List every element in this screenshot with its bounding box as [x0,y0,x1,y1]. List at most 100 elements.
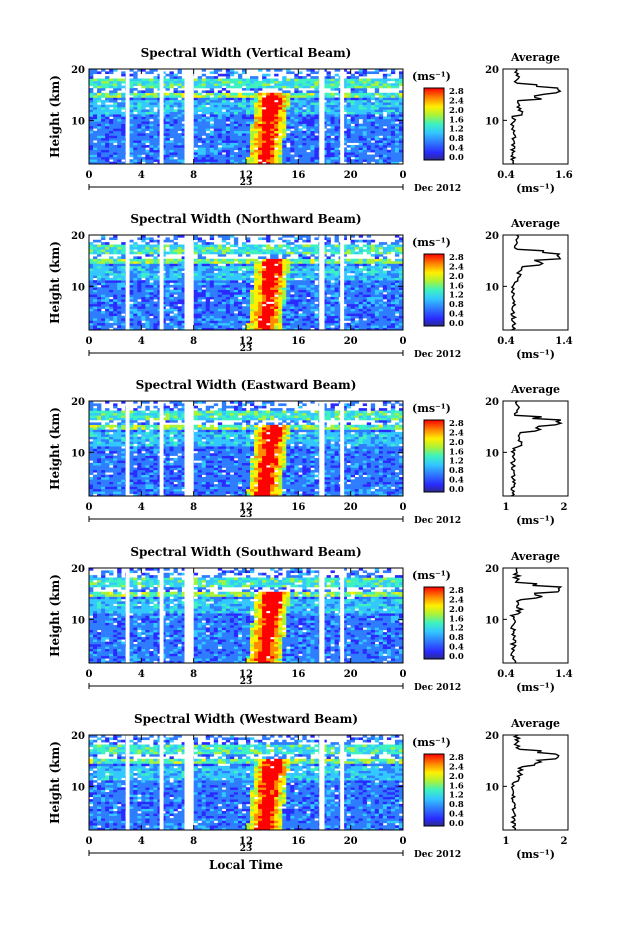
heatmap-cell [105,147,109,150]
heatmap-cell [298,313,302,316]
heatmap-cell [226,74,230,77]
heatmap-cell [153,83,157,86]
heatmap-cell [194,311,198,314]
heatmap-cell [133,143,137,146]
heatmap-cell [226,155,230,158]
heatmap-cell [210,268,214,271]
heatmap-cell [145,128,149,131]
heatmap-cell [141,313,145,316]
heatmap-cell [101,109,105,112]
heatmap-cell [129,280,133,283]
heatmap-cell [206,98,210,101]
heatmap-cell [165,117,169,120]
heatmap-cell [105,159,109,162]
heatmap-cell [145,325,149,328]
heatmap-cell [145,109,149,112]
heatmap-cell [97,245,101,248]
heatmap-cell [335,157,339,160]
heatmap-cell [109,133,113,136]
heatmap-cell [294,152,298,155]
heatmap-cell [117,249,121,252]
heatmap-cell [218,316,222,319]
heatmap-cell [206,245,210,248]
heatmap-cell [121,147,125,150]
heatmap-cell [375,145,379,148]
heatmap-cell [234,299,238,302]
heatmap-cell [93,107,97,110]
heatmap-cell [355,133,359,136]
heatmap-cell [270,112,274,115]
heatmap-cell [89,83,93,86]
heatmap-cell [335,285,339,288]
heatmap-cell [294,266,298,269]
heatmap-cell [359,114,363,117]
heatmap-cell [93,143,97,146]
heatmap-cell [306,287,310,290]
heatmap-cell [226,237,230,240]
heatmap-cell [165,283,169,286]
heatmap-cell [302,302,306,305]
heatmap-cell [165,83,169,86]
heatmap-cell [294,100,298,103]
heatmap-cell [335,271,339,274]
heatmap-cell [137,252,141,255]
heatmap-cell [290,259,294,262]
heatmap-cell [302,131,306,134]
heatmap-cell [331,287,335,290]
heatmap-cell [206,100,210,103]
heatmap-cell [109,145,113,148]
heatmap-cell [310,95,314,98]
heatmap-cell [165,124,169,127]
heatmap-cell [274,107,278,110]
heatmap-cell [133,76,137,79]
heatmap-cell [282,249,286,252]
heatmap-cell [375,119,379,122]
heatmap-cell [274,287,278,290]
heatmap-cell [270,95,274,98]
heatmap-cell [117,313,121,316]
heatmap-cell [101,81,105,84]
heatmap-cell [214,302,218,305]
heatmap-cell [302,271,306,274]
heatmap-cell [89,311,93,314]
heatmap-cell [153,121,157,124]
heatmap-cell [331,128,335,131]
heatmap-cell [371,128,375,131]
heatmap-cell [335,109,339,112]
heatmap-cell [89,275,93,278]
heatmap-cell [290,98,294,101]
heatmap-cell [113,88,117,91]
heatmap-cell [274,159,278,162]
heatmap-cell [335,102,339,105]
heatmap-cell [93,240,97,243]
heatmap-cell [226,131,230,134]
heatmap-cell [258,150,262,153]
heatmap-cell [331,114,335,117]
heatmap-cell [262,321,266,324]
heatmap-cell [93,133,97,136]
heatmap-cell [359,81,363,84]
heatmap-cell [306,294,310,297]
heatmap-cell [170,121,174,124]
heatmap-cell [97,313,101,316]
heatmap-cell [109,285,113,288]
heatmap-cell [198,268,202,271]
heatmap-cell [165,285,169,288]
heatmap-cell [133,138,137,141]
heatmap-cell [101,313,105,316]
heatmap-cell [218,114,222,117]
heatmap-cell [206,299,210,302]
heatmap-cell [306,249,310,252]
heatmap-cell [282,83,286,86]
heatmap-cell [121,133,125,136]
heatmap-cell [391,121,395,124]
heatmap-cell [97,302,101,305]
heatmap-cell [327,95,331,98]
heatmap-cell [165,155,169,158]
heatmap-cell [383,124,387,127]
heatmap-cell [174,309,178,312]
heatmap-cell [109,119,113,122]
heatmap-cell [306,79,310,82]
heatmap-cell [391,95,395,98]
colorbar [424,88,444,160]
